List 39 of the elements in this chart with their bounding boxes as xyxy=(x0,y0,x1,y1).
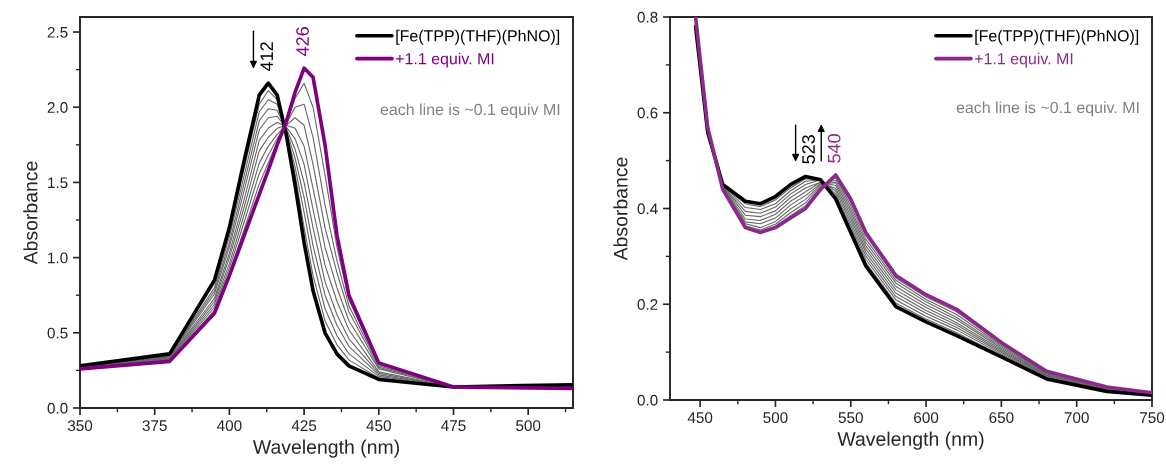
x-tick-label: 550 xyxy=(838,412,863,424)
y-tick-label: 0.4 xyxy=(637,203,658,215)
annotation: 412 xyxy=(260,42,273,72)
x-tick-label: 600 xyxy=(914,412,939,424)
y-axis-title: Absorbance xyxy=(23,161,38,265)
annotation: each line is ~0.1 equiv MI xyxy=(380,103,560,119)
y-tick-label: 0.8 xyxy=(637,11,658,23)
x-tick-label: 475 xyxy=(441,420,466,432)
legend-label: [Fe(TPP)(THF)(PhNO)] xyxy=(396,29,560,45)
x-tick-label: 500 xyxy=(516,420,541,432)
x-tick-label: 700 xyxy=(1064,412,1089,424)
x-tick-label: 400 xyxy=(217,420,242,432)
y-tick-label: 1.0 xyxy=(48,252,68,264)
y-tick-label: 0.6 xyxy=(637,107,658,119)
annotation: 540 xyxy=(827,134,841,163)
x-tick-label: 425 xyxy=(291,420,317,432)
legend-label: +1.1 equiv. MI xyxy=(974,52,1073,68)
x-tick-label: 650 xyxy=(989,412,1014,424)
x-axis-title: Wavelength (nm) xyxy=(837,431,984,450)
legend-label: [Fe(TPP)(THF)(PhNO)] xyxy=(975,29,1139,45)
y-axis-title: Absorbance xyxy=(613,157,628,261)
x-axis-title: Wavelength (nm) xyxy=(252,439,399,458)
x-tick-label: 375 xyxy=(142,420,167,432)
y-tick-label: 0.2 xyxy=(637,299,658,310)
x-tick-label: 500 xyxy=(763,412,788,424)
y-tick-label: 2.5 xyxy=(47,26,68,38)
annotation: each line is ~0.1 equiv. MI xyxy=(956,101,1139,117)
y-tick-label: 0.5 xyxy=(47,327,68,339)
y-tick-label: 0.0 xyxy=(47,402,68,414)
x-tick-label: 450 xyxy=(687,412,713,424)
y-tick-label: 0.0 xyxy=(637,394,658,406)
x-tick-label: 750 xyxy=(1140,412,1165,424)
x-tick-label: 450 xyxy=(366,420,391,432)
y-tick-label: 2.0 xyxy=(47,102,68,113)
legend-label: +1.1 equiv. MI xyxy=(395,52,494,68)
y-tick-label: 1.5 xyxy=(48,177,68,189)
x-tick-label: 350 xyxy=(67,420,93,432)
annotation: 426 xyxy=(296,27,309,56)
annotation: 523 xyxy=(802,135,815,164)
